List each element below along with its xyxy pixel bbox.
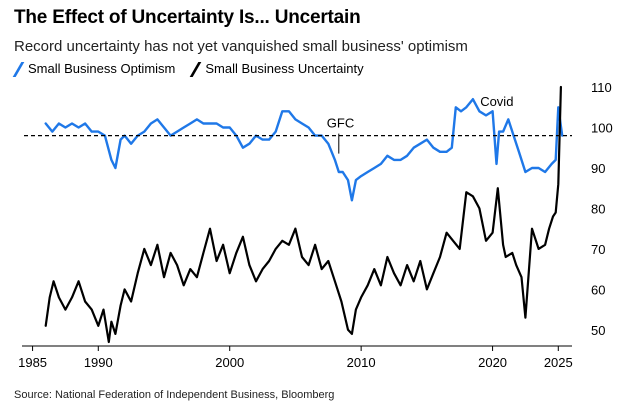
chart-subtitle: Record uncertainty has not yet vanquishe… (14, 38, 468, 55)
axes: 1985 1990 2000 2010 2020 2025 50 60 70 80 90 100 110 (18, 80, 613, 370)
x-tick-label: 2025 (544, 355, 573, 370)
y-tick-label: 100 (591, 121, 613, 136)
source-note: Source: National Federation of Independe… (14, 389, 335, 401)
annotation-covid: Covid (480, 94, 513, 109)
legend-item-uncertainty: Small Business Uncertainty (191, 61, 363, 76)
x-tick-label: 1985 (18, 355, 47, 370)
y-tick-label: 70 (591, 242, 605, 257)
x-tick-label: 1990 (84, 355, 113, 370)
x-tick-label: 2010 (347, 355, 376, 370)
annotation-gfc: GFC (327, 116, 354, 131)
series-line-uncertainty (44, 85, 563, 344)
legend-item-optimism: Small Business Optimism (14, 61, 175, 76)
y-tick-label: 60 (591, 282, 605, 297)
y-tick-label: 80 (591, 201, 605, 216)
annotations: GFC Covid (24, 94, 572, 154)
y-tick-label: 110 (591, 80, 612, 95)
legend: Small Business Optimism Small Business U… (14, 61, 380, 76)
x-tick-label: 2020 (478, 355, 507, 370)
y-tick-label: 90 (591, 161, 605, 176)
series-lines (44, 85, 564, 344)
legend-label-uncertainty: Small Business Uncertainty (205, 61, 364, 76)
x-tick-label: 2000 (215, 355, 244, 370)
chart-title: The Effect of Uncertainty Is... Uncertai… (14, 7, 361, 28)
legend-label-optimism: Small Business Optimism (28, 61, 176, 76)
y-tick-label: 50 (591, 323, 605, 338)
series-line-optimism (44, 97, 564, 202)
